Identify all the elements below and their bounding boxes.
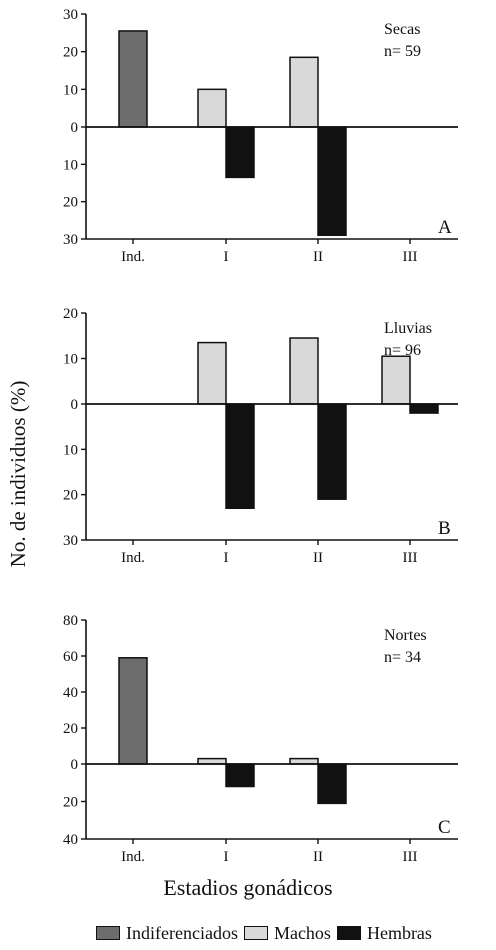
panel-b-bar-hembras-1 [225,403,255,510]
panel-b-panel-letter: B [438,518,451,539]
panel-c-panel-letter: C [438,817,451,838]
panel-b-y-tick-label: 20 [63,306,78,322]
panel-c-x-tick-label: II [313,849,323,865]
panel-a-x-tick-label: Ind. [121,249,145,265]
panel-b-bar-hembras-2 [317,403,347,500]
panel-a-y-tick-label: 0 [71,120,79,136]
panel-c-bar-hembras-2 [317,763,347,805]
panel-a-y-tick-label: 10 [63,157,78,173]
panel-a-bar-hembras-1 [225,126,255,179]
panel-a-y-tick-label: 20 [63,195,78,211]
panel-c-season-label: Nortes [384,627,427,644]
panel-c-x-tick-label: Ind. [121,849,145,865]
panel-a-bar-indiferenciados-0 [118,30,148,128]
panel-b-y-tick-label: 10 [63,442,78,458]
legend-swatch-hembras [336,926,361,940]
y-axis-label: No. de individuos (%) [6,380,30,568]
panel-b-x-tick-label: III [403,550,418,566]
panel-c-y-tick-label: 60 [63,649,78,665]
panel-c-bar-hembras-1 [225,763,255,788]
legend-label-hembras: Hembras [366,922,432,943]
panel-b-y-tick-label: 0 [71,397,79,413]
panel-b-bar-machos-3 [381,355,411,405]
panel-a-season-label: Secas [384,21,420,38]
legend-label-indiferenciados: Indiferenciados [126,922,238,943]
panel-c-bar-indiferenciados-0 [118,657,148,765]
panel-a-x-tick-label: III [403,249,418,265]
panel-c-x-tick-label: III [403,849,418,865]
panel-a-bar-machos-1 [197,88,227,128]
panel-c-n-label: n= 34 [384,649,421,666]
panel-b-season-label: Lluvias [384,320,432,337]
panel-a-y-tick-label: 30 [63,7,78,23]
x-axis-label: Estadios gonádicos [163,875,333,900]
panel-c-y-tick-label: 0 [71,757,79,773]
panel-b-bar-machos-1 [197,341,227,405]
panel-b-x-tick-label: I [224,550,229,566]
legend-item-hembras: Hembras [336,922,432,944]
panel-c-y-tick-label: 80 [63,613,78,629]
panel-c-y-tick-label: 20 [63,795,78,811]
panel-a-y-tick-label: 20 [63,45,78,61]
legend-swatch-machos [243,926,268,940]
panel-c-x-tick-label: I [224,849,229,865]
panel-b-y-tick-label: 20 [63,488,78,504]
legend-item-machos: Machos [243,922,331,944]
legend-item-indiferenciados: Indiferenciados [96,923,238,944]
panel-b-bar-machos-2 [289,337,319,405]
panel-c-y-tick-label: 20 [63,721,78,737]
panel-a-y-tick-label: 10 [63,82,78,98]
panel-a-y-tick-label: 30 [63,232,78,248]
panel-b-n-label: n= 96 [384,342,421,359]
panel-a-x-tick-label: I [224,249,229,265]
panel-a-bar-hembras-2 [317,126,347,237]
panel-c-y-tick-label: 40 [63,685,78,701]
legend-label-machos: Machos [273,922,331,943]
panel-b-y-tick-label: 10 [63,352,78,368]
legend: Indiferenciados Machos Hembras [96,922,438,944]
panel-a-bar-machos-2 [289,56,319,128]
panel-a-panel-letter: A [438,217,452,238]
panel-a-x-tick-label: II [313,249,323,265]
panel-c-y-tick-label: 40 [63,832,78,848]
panel-b-x-tick-label: II [313,550,323,566]
panel-a-n-label: n= 59 [384,43,421,60]
panel-b-bar-hembras-3 [409,403,439,414]
legend-swatch-indiferenciados [96,926,120,940]
panel-b-y-tick-label: 30 [63,533,78,549]
panel-b-x-tick-label: Ind. [121,550,145,566]
